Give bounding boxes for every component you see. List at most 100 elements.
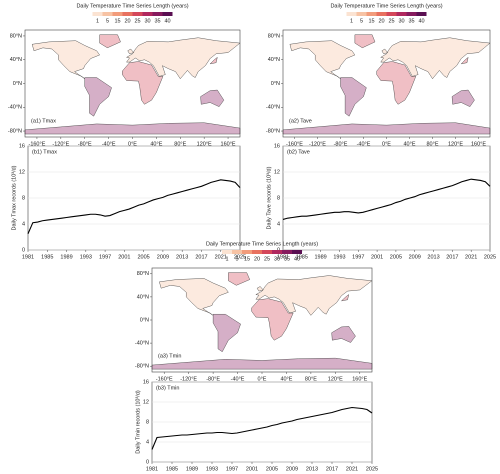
y-tick-label: 40°N [137,294,149,300]
x-tick-label: 80°E [305,376,317,382]
colorbar-swatch [132,12,143,16]
x-tick-label: 1993 [206,466,218,472]
panel-label: (b2) Tave [287,149,310,155]
land [289,40,356,79]
x-tick-label: 1989 [186,466,198,472]
x-tick-label: -80°E [78,141,92,147]
colorbar-swatch [406,12,417,16]
y-tick-label: 0 [22,247,25,253]
colorbar-swatch [242,250,252,254]
y-tick-label: 8 [277,195,280,201]
series-line [27,179,241,234]
colorbar-swatch [366,12,377,16]
y-tick-label: 0°N [13,81,22,87]
y-tick-label: -80°N [266,129,280,135]
colorbar-swatch [142,12,153,16]
panel-label: (b1) Tmax [32,149,57,155]
colorbar-title: Daily Temperature Time Series Length (ye… [330,3,442,9]
x-tick-label: 2009 [286,466,298,472]
colorbar-tick-label: 40 [164,18,170,24]
colorbar-tick-label: 5 [235,256,238,262]
x-tick-label: 2009 [409,254,421,260]
colorbar-tick-label: 40 [294,256,300,262]
land [125,37,241,80]
x-tick-label: -40°E [231,376,245,382]
colorbar-tick-label: 15 [114,18,120,24]
panel-label: (b3) Tmin [156,385,179,391]
land [122,61,164,105]
colorbar-swatch [292,250,302,254]
x-tick-label: 1985 [166,466,178,472]
colorbar-tick-label: 30 [274,256,280,262]
x-tick-label: 2017 [195,254,207,260]
colorbar-tick-label: 20 [254,256,260,262]
colorbar-tick-label: 35 [284,256,290,262]
land [209,56,218,65]
x-tick-label: 1989 [60,254,72,260]
y-tick-label: -80°N [8,129,22,135]
x-tick-label: 1997 [352,254,364,260]
colorbar-tick-label: 25 [134,18,140,24]
x-tick-label: 2025 [234,254,246,260]
x-tick-label: 1981 [277,254,289,260]
colorbar-swatch [396,12,407,16]
colorbar-swatch [102,12,113,16]
y-tick-label: 80°N [268,33,280,39]
colorbar-swatch [282,250,292,254]
colorbar-tick-label: 5 [106,18,109,24]
colorbar-tick-label: 30 [144,18,150,24]
x-tick-label: -160°E [156,376,173,382]
x-tick-label: 160°E [352,376,367,382]
land [460,56,469,65]
land [340,77,367,117]
x-tick-label: 120°E [197,141,212,147]
y-axis-label: Daily Tave records (10³/d) [266,166,272,229]
map-frame [24,29,241,138]
x-tick-label: 2021 [346,466,358,472]
land [159,278,229,316]
x-tick-label: 2005 [138,254,150,260]
x-tick-label: 2001 [118,254,130,260]
land [24,122,241,135]
x-tick-label: 120°E [448,141,463,147]
y-tick-label: -40°N [266,105,280,111]
colorbar-tick-label: 20 [378,18,384,24]
colorbar-swatch [92,12,103,16]
x-tick-label: 2025 [484,254,496,260]
land [251,298,294,341]
colorbar-swatch [272,250,282,254]
series-line [151,406,373,450]
x-tick-label: 1989 [315,254,327,260]
colorbar-tick-label: 15 [244,256,250,262]
colorbar-swatch [262,250,272,254]
colorbar-tick-label: 30 [398,18,404,24]
x-tick-label: 2001 [371,254,383,260]
x-tick-label: 1997 [226,466,238,472]
y-tick-label: -80°N [135,364,149,370]
y-tick-label: 80°N [10,33,22,39]
x-tick-label: 2021 [215,254,227,260]
land [228,272,251,286]
y-tick-label: 80°N [137,271,149,277]
colorbar-swatch [232,250,242,254]
colorbar-swatch [346,12,357,16]
x-tick-label: 1985 [41,254,53,260]
x-tick-label: 0°E [258,376,267,382]
x-tick-label: 2005 [266,466,278,472]
panel-label: (a1) Tmax [31,118,56,124]
y-tick-label: 8 [146,419,149,425]
colorbar-tick-label: 35 [408,18,414,24]
y-axis-label: Daily Tmin records (10³/d) [135,390,141,454]
x-tick-label: 2013 [176,254,188,260]
x-tick-label: 2025 [366,466,378,472]
land [451,89,475,107]
colorbar-tick-label: 15 [368,18,374,24]
x-tick-label: -120°E [180,376,197,382]
x-tick-label: -160°E [286,141,303,147]
y-tick-label: 4 [146,439,149,445]
colorbar-tick-label: 1 [350,18,353,24]
land [256,286,264,292]
x-tick-label: 1997 [99,254,111,260]
x-tick-label: 1993 [333,254,345,260]
